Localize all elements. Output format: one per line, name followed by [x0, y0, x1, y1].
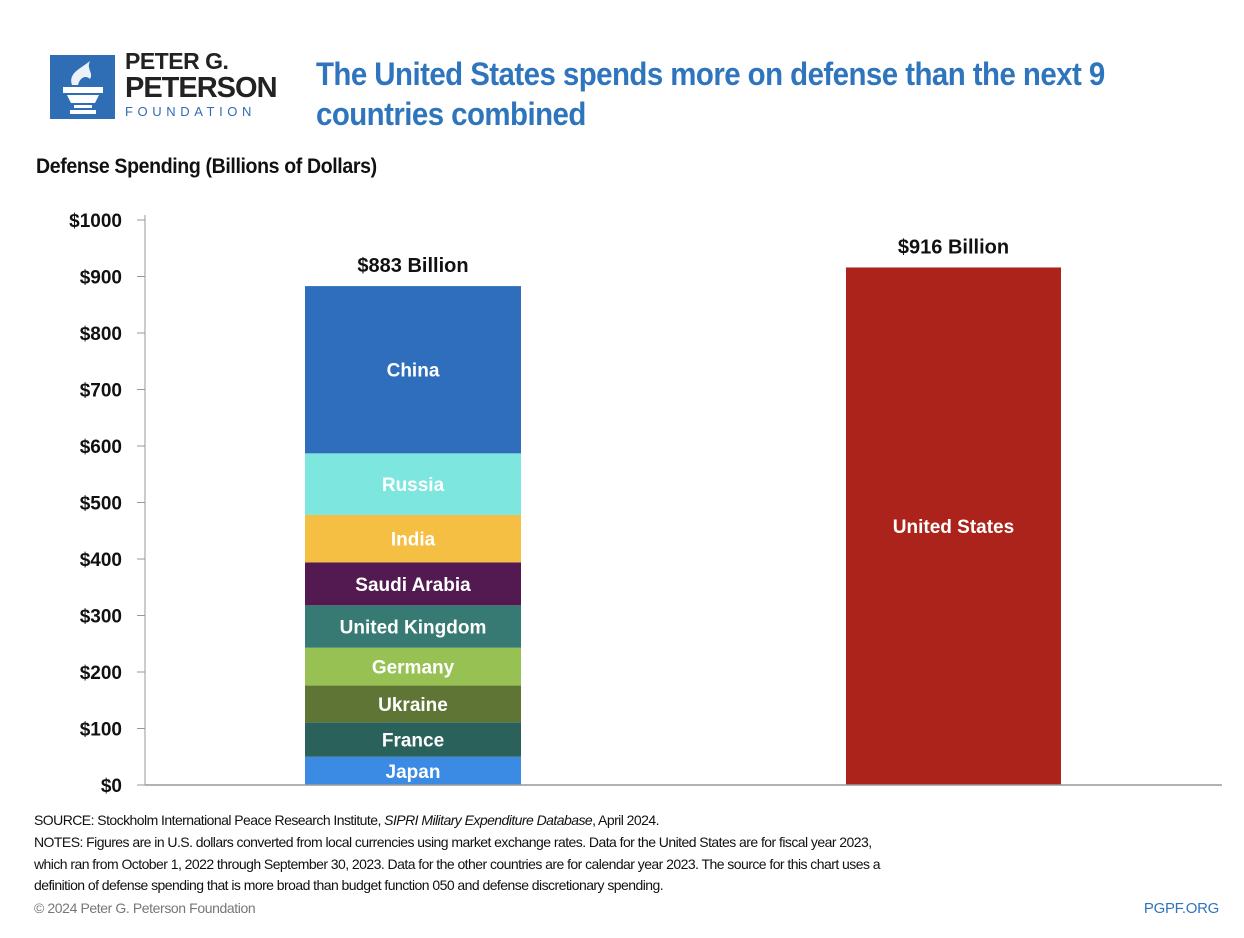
segment-label: Japan — [386, 762, 441, 783]
logo-line-2: PETERSON — [125, 72, 278, 104]
y-tick-label: $100 — [80, 720, 122, 741]
chart-subtitle: Defense Spending (Billions of Dollars) — [36, 155, 377, 178]
segment-label: Saudi Arabia — [355, 575, 471, 596]
bar-segment-germany — [305, 647, 521, 686]
y-tick-label: $200 — [80, 663, 122, 684]
y-tick-label: $500 — [80, 494, 122, 515]
y-tick-label: $600 — [80, 437, 122, 458]
logo-wordmark: PETER G. PETERSON FOUNDATION — [125, 48, 278, 119]
notes-line-2: which ran from October 1, 2022 through S… — [34, 856, 881, 872]
y-tick-label: $800 — [80, 324, 122, 345]
source-prefix: SOURCE: Stockholm International Peace Re… — [34, 812, 385, 828]
website-link[interactable]: PGPF.ORG — [1143, 900, 1219, 917]
notes-line-1: NOTES: Figures are in U.S. dollars conve… — [34, 834, 872, 850]
bar-segment-japan — [305, 756, 521, 785]
segment-label: United States — [893, 517, 1014, 538]
total-label: $916 Billion — [898, 236, 1009, 258]
y-tick-label: $900 — [80, 268, 122, 289]
logo-line-3: FOUNDATION — [125, 104, 256, 119]
bar-segment-china — [305, 286, 521, 454]
torch-logo-icon — [50, 55, 115, 119]
y-tick-label: $700 — [80, 381, 122, 402]
segment-label: Ukraine — [378, 695, 448, 716]
source-database: SIPRI Military Expenditure Database — [384, 812, 593, 828]
y-tick-label: $1000 — [69, 211, 122, 232]
bar-segment-united-states — [846, 267, 1061, 786]
bar-segment-france — [305, 722, 521, 757]
y-tick-label: $400 — [80, 550, 122, 571]
logo-line-1: PETER G. — [125, 48, 229, 74]
chart-title: The United States spends more on defense… — [316, 56, 1105, 132]
bar-segment-saudi-arabia — [305, 562, 521, 606]
notes-line-3: definition of defense spending that is m… — [34, 877, 664, 893]
source-suffix: , April 2024. — [592, 812, 659, 828]
segment-label: Germany — [372, 658, 455, 679]
source-note: SOURCE: Stockholm International Peace Re… — [34, 812, 659, 828]
bar-segment-russia — [305, 453, 521, 515]
copyright: © 2024 Peter G. Peterson Foundation — [34, 900, 256, 916]
segment-label: Russia — [382, 475, 445, 496]
bar-segment-ukraine — [305, 685, 521, 723]
y-tick-label: $0 — [101, 776, 122, 797]
total-label: $883 Billion — [357, 255, 468, 277]
bar-segment-united-kingdom — [305, 605, 521, 648]
segment-label: France — [382, 731, 444, 752]
segment-label: China — [387, 361, 440, 382]
bar-segment-india — [305, 514, 521, 563]
segment-label: United Kingdom — [340, 618, 487, 639]
y-tick-label: $300 — [80, 607, 122, 628]
segment-label: India — [391, 530, 436, 551]
